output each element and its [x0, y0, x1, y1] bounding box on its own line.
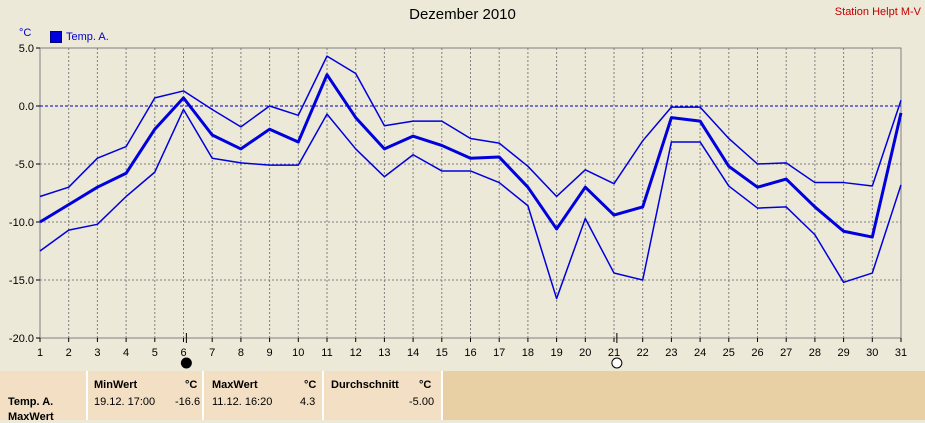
chart-canvas: 5.00.0-5.0-10.0-15.0-20.01 2 3 4 5 6 7 8 9 10 11 12… — [9, 43, 907, 369]
x-tick-label: 21 — [608, 347, 620, 359]
stats-avg-cell: Durchschnitt °C -5.00 — [325, 371, 443, 420]
stats-row-label: Temp. A. — [8, 396, 54, 408]
x-tick-label: 2 — [66, 347, 72, 359]
y-tick-label: 0.0 — [19, 101, 34, 113]
y-tick-label: -15.0 — [9, 275, 34, 287]
x-tick-label: 14 — [407, 347, 419, 359]
x-tick-label: 9 — [267, 347, 273, 359]
x-tick-label: 13 — [378, 347, 390, 359]
max-header: MaxWert — [212, 379, 258, 391]
min-value: -16.6 — [175, 396, 201, 408]
full-moon-icon — [180, 357, 192, 369]
x-tick-label: 11 — [321, 347, 332, 359]
y-tick-label: -10.0 — [9, 217, 34, 229]
y-tick-label: 5.0 — [19, 43, 34, 55]
x-tick-label: 26 — [751, 347, 763, 359]
x-tick-label: 22 — [637, 347, 649, 359]
series-group — [39, 55, 903, 300]
max-value: 4.3 — [300, 396, 316, 408]
x-tick-label: 10 — [292, 347, 304, 359]
moon-markers — [180, 333, 623, 369]
x-tick-label: 23 — [665, 347, 677, 359]
x-tick-label: 6 — [180, 347, 186, 359]
chart-title: Dezember 2010 — [409, 6, 516, 23]
x-tick-label: 28 — [809, 347, 821, 359]
x-tick-label: 19 — [550, 347, 562, 359]
x-tick-label: 8 — [238, 347, 244, 359]
x-tick-label: 17 — [493, 347, 505, 359]
x-tick-label: 4 — [123, 347, 129, 359]
stats-label-cell: Temp. A. MaxWert — [0, 371, 88, 423]
grid-lines — [40, 48, 901, 338]
new-moon-icon — [611, 357, 623, 369]
x-tick-label: 31 — [895, 347, 907, 359]
x-tick-label: 1 — [37, 347, 43, 359]
avg-unit: °C — [419, 379, 432, 391]
x-tick-label: 15 — [436, 347, 448, 359]
x-tick-label: 20 — [579, 347, 591, 359]
y-tick-label: -5.0 — [15, 159, 34, 171]
tick-labels: 5.00.0-5.0-10.0-15.0-20.01 2 3 4 5 6 7 8 9 10 11 12… — [9, 43, 907, 359]
max-time: 11.12. 16:20 — [212, 396, 273, 408]
stats-panel: Temp. A. MaxWert MinWert °C 19.12. 17:00… — [0, 371, 925, 423]
y-tick-label: -20.0 — [9, 333, 34, 345]
legend-swatch — [50, 31, 62, 43]
x-tick-label: 30 — [866, 347, 878, 359]
avg-header: Durchschnitt — [331, 379, 399, 391]
legend-label: Temp. A. — [66, 31, 109, 43]
series-line-max — [39, 55, 902, 198]
series-line-min — [39, 108, 902, 300]
stats-row-label-2: MaxWert — [8, 411, 54, 423]
x-tick-label: 29 — [837, 347, 849, 359]
max-unit: °C — [304, 379, 317, 391]
x-tick-label: 12 — [350, 347, 362, 359]
min-time: 19.12. 17:00 — [94, 396, 156, 408]
min-unit: °C — [185, 379, 198, 391]
x-tick-label: 24 — [694, 347, 706, 359]
station-name: Station Helpt M-V — [834, 6, 921, 18]
stats-min-cell: MinWert °C 19.12. 17:00 -16.6 — [88, 371, 204, 420]
x-tick-label: 16 — [464, 347, 476, 359]
x-tick-label: 7 — [209, 347, 215, 359]
x-tick-label: 5 — [152, 347, 158, 359]
series-line-temp-a — [39, 73, 903, 239]
x-tick-label: 25 — [723, 347, 735, 359]
y-unit-label: °C — [19, 27, 32, 39]
x-tick-label: 3 — [94, 347, 100, 359]
avg-value: -5.00 — [409, 396, 435, 408]
legend: Temp. A. — [50, 31, 109, 43]
axes — [36, 47, 902, 342]
stats-max-cell: MaxWert °C 11.12. 16:20 4.3 — [206, 371, 324, 420]
min-header: MinWert — [94, 379, 138, 391]
x-tick-label: 18 — [522, 347, 534, 359]
x-tick-label: 27 — [780, 347, 792, 359]
